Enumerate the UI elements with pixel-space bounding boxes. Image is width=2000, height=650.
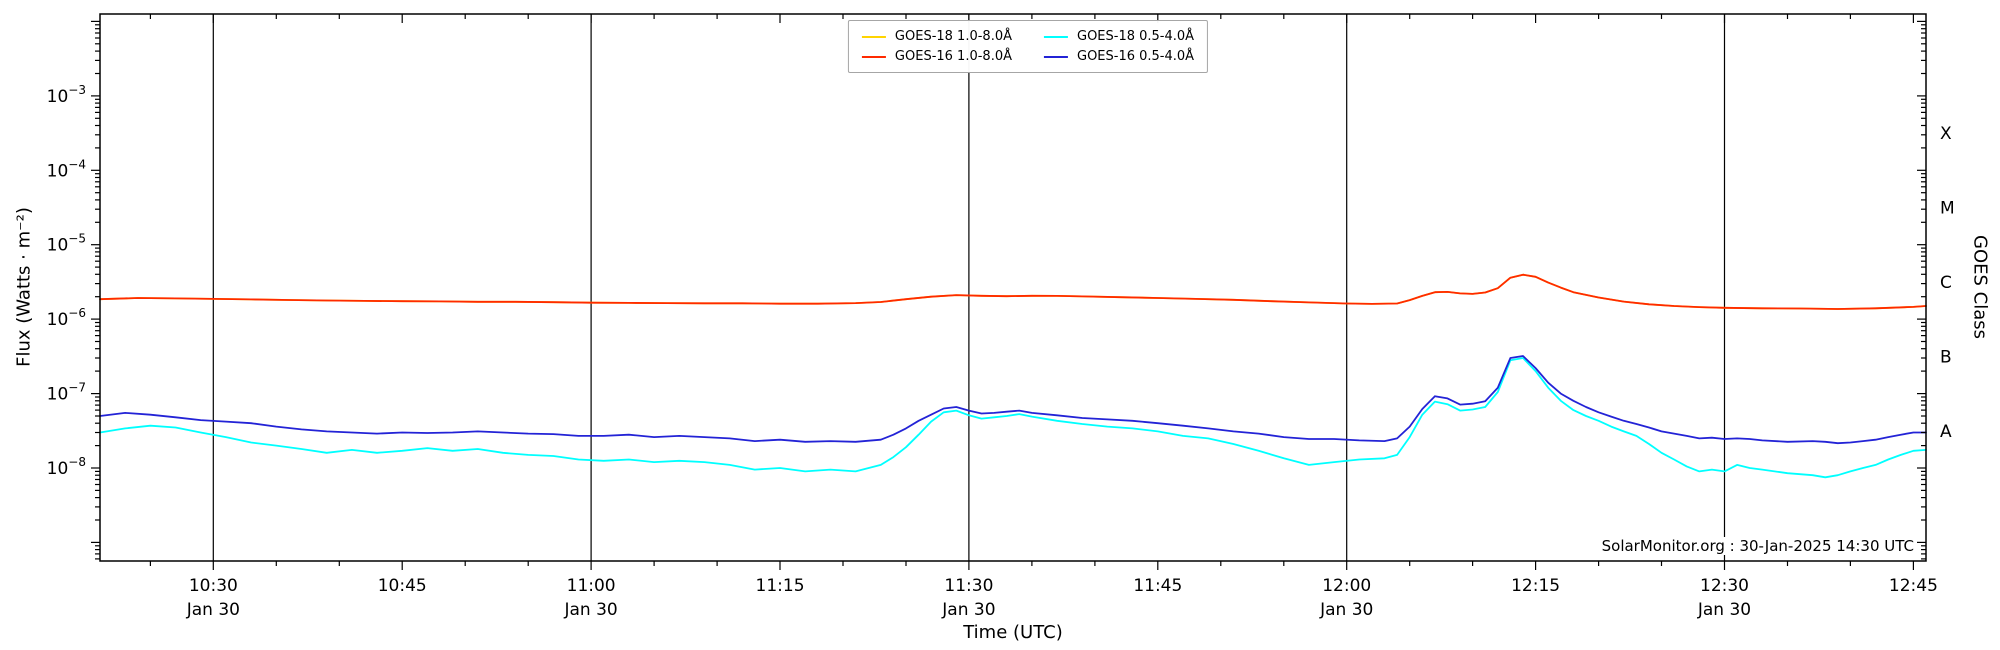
legend-label: GOES-18 0.5-4.0Å	[1077, 29, 1195, 44]
x-tick-label: 11:00	[567, 576, 616, 596]
legend-item: GOES-18 1.0-8.0Å	[861, 29, 1012, 44]
goes-class-label-m: M	[1940, 198, 1955, 218]
legend-swatch-icon	[861, 55, 886, 58]
legend-label: GOES-16 1.0-8.0Å	[894, 49, 1012, 64]
goes-class-label-b: B	[1940, 347, 1952, 367]
x-tick-label: 10:45	[378, 576, 427, 596]
legend-item: GOES-16 1.0-8.0Å	[861, 49, 1012, 64]
x-tick-label: 11:15	[756, 576, 805, 596]
x-axis-title: Time (UTC)	[963, 622, 1063, 643]
x-tick-date: Jan 30	[564, 600, 618, 620]
x-tick-date: Jan 30	[1319, 600, 1373, 620]
x-tick-date: Jan 30	[1697, 600, 1751, 620]
series-line-goes-16-0-5-4-0-	[99, 355, 1927, 445]
y-tick-label: 10−8	[47, 455, 86, 479]
legend-swatch-icon	[1044, 55, 1068, 58]
x-tick-label: 12:30	[1700, 576, 1749, 596]
x-tick-date: Jan 30	[186, 600, 240, 620]
legend-item: GOES-16 0.5-4.0Å	[1044, 49, 1194, 64]
legend-label: GOES-16 0.5-4.0Å	[1077, 49, 1195, 64]
right-axis-title: GOES Class	[1969, 235, 1991, 339]
goes-class-label-a: A	[1940, 422, 1952, 442]
x-tick-label: 12:15	[1511, 576, 1560, 596]
legend-swatch-icon	[1044, 35, 1068, 38]
series-line-goes-18-0-5-4-0-	[99, 357, 1927, 479]
goes-class-label-x: X	[1940, 124, 1952, 144]
y-tick-label: 10−3	[47, 83, 86, 107]
x-tick-label: 12:00	[1322, 576, 1371, 596]
legend: GOES-18 1.0-8.0Å GOES-18 0.5-4.0Å GOES-16 …	[847, 20, 1209, 73]
plot-border	[99, 13, 1927, 562]
y-tick-label: 10−4	[47, 157, 86, 181]
x-tick-label: 10:30	[189, 576, 238, 596]
series-line-goes-16-1-0-8-0-	[99, 273, 1927, 310]
legend-swatch-icon	[861, 35, 886, 38]
y-tick-label: 10−7	[47, 381, 86, 405]
y-tick-label: 10−5	[47, 232, 86, 256]
x-tick-label: 12:45	[1889, 576, 1938, 596]
watermark-text: SolarMonitor.org : 30-Jan-2025 14:30 UTC	[1599, 537, 1916, 555]
y-axis-title: Flux (Watts · m⁻²)	[13, 207, 35, 367]
x-tick-label: 11:45	[1133, 576, 1182, 596]
x-tick-label: 11:30	[944, 576, 993, 596]
goes-class-label-c: C	[1940, 273, 1952, 293]
legend-item: GOES-18 0.5-4.0Å	[1044, 29, 1194, 44]
legend-label: GOES-18 1.0-8.0Å	[894, 29, 1012, 44]
x-tick-date: Jan 30	[941, 600, 995, 620]
y-tick-label: 10−6	[47, 306, 86, 330]
